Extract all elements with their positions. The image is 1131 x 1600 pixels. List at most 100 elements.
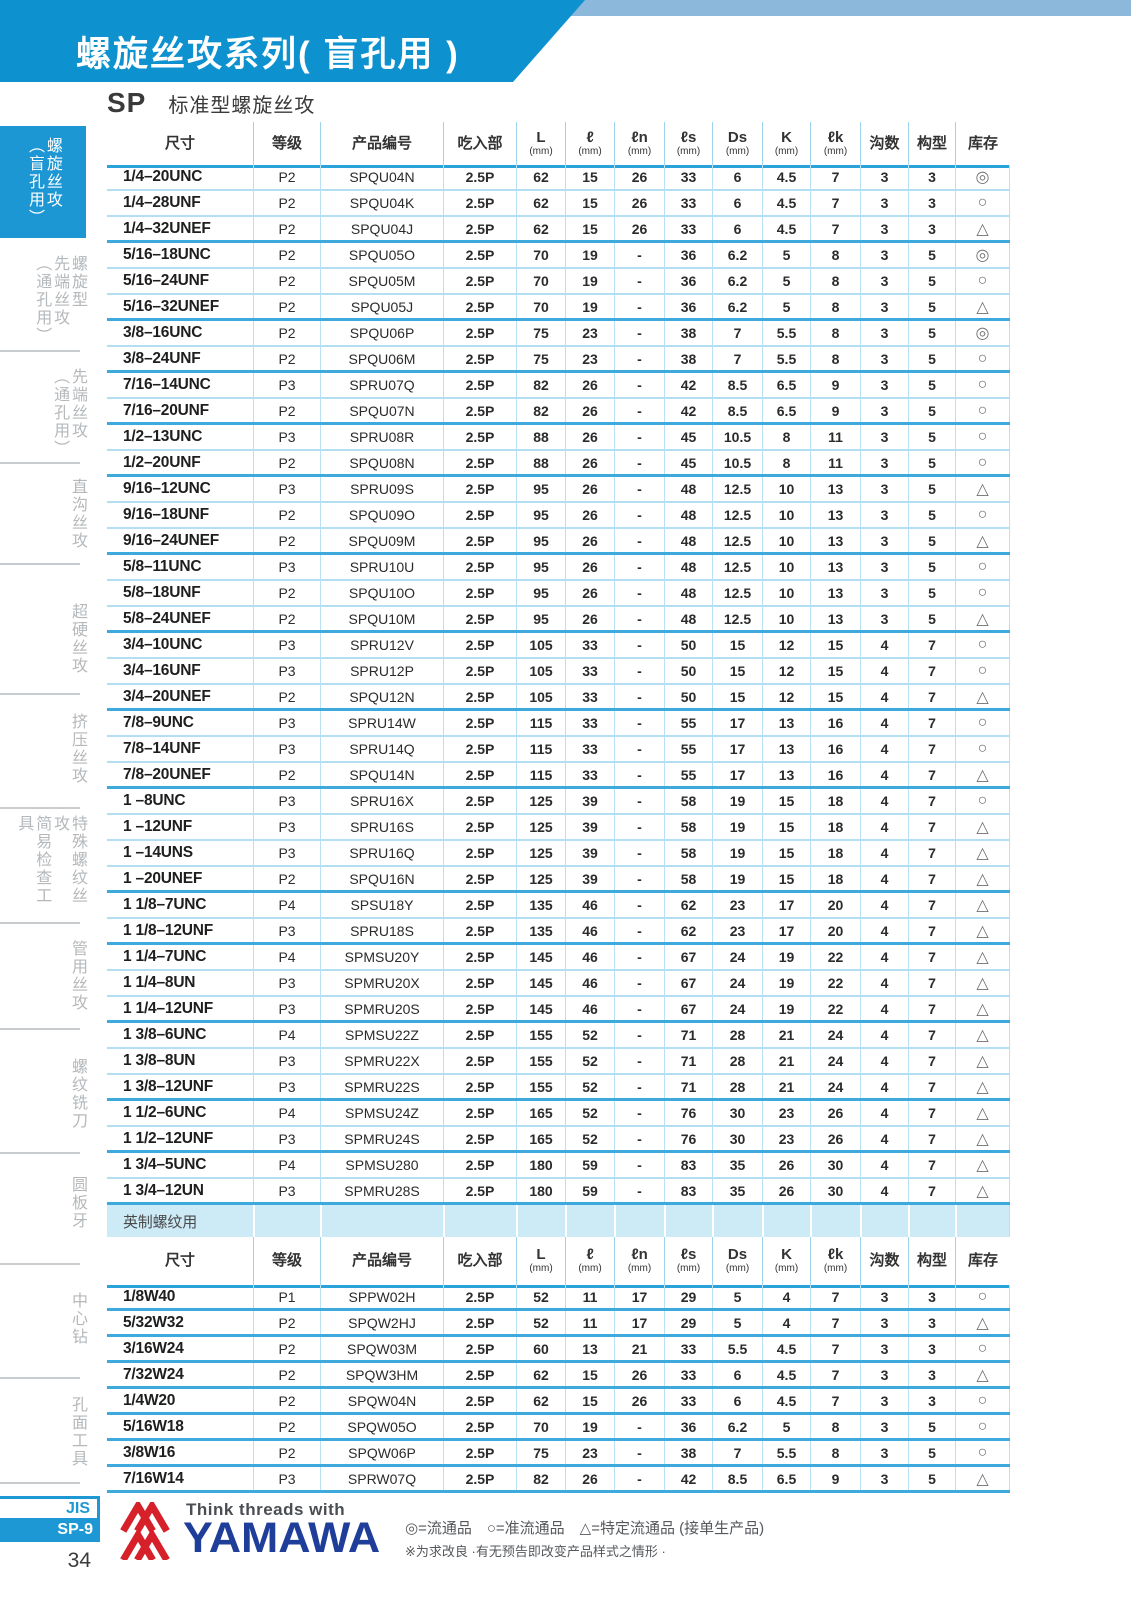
- value-cell: SPMSU280: [320, 1153, 443, 1177]
- value-cell: 2.5P: [443, 1179, 516, 1202]
- value-cell: SPMSU22Z: [320, 1023, 443, 1047]
- value-cell: 4: [860, 893, 908, 917]
- value-cell: 2.5P: [443, 919, 516, 942]
- value-cell: 23: [712, 919, 762, 942]
- column-header: ℓk (mm): [810, 122, 860, 165]
- stock-symbol: ○: [955, 1441, 1010, 1464]
- stock-symbol: ○: [955, 555, 1010, 579]
- value-cell: -: [614, 581, 664, 605]
- value-cell: 88: [516, 425, 565, 449]
- size-cell: 5/16–18UNC: [123, 246, 211, 263]
- value-cell: 19: [565, 1415, 614, 1438]
- value-cell: 115: [516, 711, 565, 735]
- value-cell: SPMSU24Z: [320, 1101, 443, 1125]
- value-cell: P2: [253, 399, 320, 422]
- value-cell: P2: [253, 1415, 320, 1438]
- value-cell: -: [614, 321, 664, 345]
- value-cell: P3: [253, 425, 320, 449]
- size-cell: 1 3/4–12UN: [123, 1181, 204, 1199]
- value-cell: 13: [810, 555, 860, 579]
- sidebar-divider: [0, 807, 80, 809]
- value-cell: 11: [565, 1285, 614, 1308]
- value-cell: 10: [762, 607, 810, 630]
- size-cell: 7/8–20UNEF: [123, 765, 211, 783]
- yamawa-logo-icon: [120, 1502, 170, 1560]
- table-row: 1/4–20UNC P2 SPQU04N 2.5P 62 15 26 33 6 4.5 7 3 3 ◎: [107, 165, 1010, 191]
- size-cell: 3/8–16UNC: [123, 324, 203, 341]
- value-cell: 21: [614, 1337, 664, 1360]
- value-cell: SPQW05O: [320, 1415, 443, 1438]
- value-cell: 24: [712, 997, 762, 1020]
- value-cell: 15: [565, 217, 614, 240]
- value-cell: 16: [810, 737, 860, 761]
- value-cell: -: [614, 1415, 664, 1438]
- column-header: K (mm): [762, 1237, 810, 1285]
- value-cell: 70: [516, 243, 565, 267]
- value-cell: 45: [664, 425, 712, 449]
- size-cell: 7/16–14UNC: [123, 376, 211, 393]
- value-cell: SPQU04N: [320, 165, 443, 189]
- value-cell: 19: [762, 971, 810, 995]
- value-cell: 3: [860, 477, 908, 501]
- value-cell: SPRU12P: [320, 659, 443, 683]
- value-cell: SPRU12V: [320, 633, 443, 657]
- value-cell: 4: [860, 1075, 908, 1098]
- section-band-cell: [810, 1205, 860, 1237]
- value-cell: P4: [253, 1101, 320, 1125]
- table-body-unified: 1/4–20UNC P2 SPQU04N 2.5P 62 15 26 33 6 4.5 7 3 3 ◎ 1/…: [107, 165, 1010, 1205]
- size-cell: 9/16–12UNC: [123, 480, 211, 497]
- value-cell: 33: [664, 1337, 712, 1360]
- value-cell: 26: [565, 581, 614, 605]
- value-cell: 4: [860, 971, 908, 995]
- value-cell: SPMRU20X: [320, 971, 443, 995]
- stock-symbol: △: [955, 685, 1010, 708]
- value-cell: 35: [712, 1153, 762, 1177]
- size-cell: 1 1/8–7UNC: [123, 896, 207, 913]
- size-cell: 1 1/2–6UNC: [123, 1104, 207, 1121]
- value-cell: 26: [565, 373, 614, 397]
- value-cell: 70: [516, 295, 565, 318]
- stock-symbol: ○: [955, 451, 1010, 474]
- value-cell: -: [614, 529, 664, 552]
- column-header: Ds (mm): [712, 1237, 762, 1285]
- value-cell: SPRU09S: [320, 477, 443, 501]
- value-cell: 67: [664, 945, 712, 969]
- value-cell: 5: [908, 321, 955, 345]
- value-cell: 24: [810, 1023, 860, 1047]
- column-header: ℓ (mm): [565, 122, 614, 165]
- stock-symbol: △: [955, 945, 1010, 969]
- value-cell: 2.5P: [443, 321, 516, 345]
- sidebar-divider: [0, 1028, 80, 1030]
- value-cell: 17: [762, 893, 810, 917]
- value-cell: 10: [762, 529, 810, 552]
- value-cell: 2.5P: [443, 659, 516, 683]
- value-cell: 4.5: [762, 191, 810, 215]
- value-cell: 13: [810, 581, 860, 605]
- value-cell: 12.5: [712, 529, 762, 552]
- value-cell: 2.5P: [443, 347, 516, 370]
- column-header: 产品编号: [320, 1237, 443, 1285]
- value-cell: P2: [253, 503, 320, 527]
- size-cell: 7/32W24: [123, 1365, 184, 1383]
- size-cell: 3/4–20UNEF: [123, 687, 211, 705]
- sidebar-tab-6: 挤压丝攻: [69, 713, 86, 785]
- value-cell: -: [614, 347, 664, 370]
- value-cell: 5: [908, 347, 955, 370]
- value-cell: P2: [253, 295, 320, 318]
- value-cell: 15: [762, 815, 810, 839]
- value-cell: SPMRU22X: [320, 1049, 443, 1073]
- size-cell: 3/4–16UNF: [123, 662, 201, 679]
- sidebar-divider: [0, 693, 80, 695]
- value-cell: 7: [908, 867, 955, 890]
- sidebar-divider: [0, 1377, 80, 1379]
- sidebar-divider: [0, 1152, 80, 1154]
- sidebar-tab-7: 特殊螺纹丝攻 简易检查工具: [15, 815, 86, 905]
- value-cell: 20: [810, 893, 860, 917]
- column-header: 产品编号: [320, 122, 443, 165]
- value-cell: P2: [253, 529, 320, 552]
- value-cell: -: [614, 1179, 664, 1202]
- value-cell: SPMRU20S: [320, 997, 443, 1020]
- column-header: ℓs (mm): [664, 122, 712, 165]
- value-cell: 155: [516, 1075, 565, 1098]
- value-cell: 3: [860, 1311, 908, 1334]
